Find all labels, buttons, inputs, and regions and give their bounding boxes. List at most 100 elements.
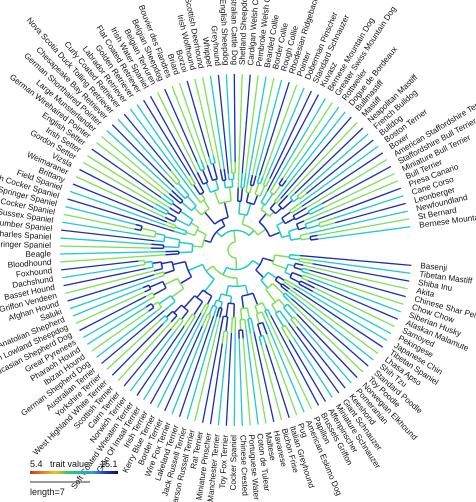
branch-segment (255, 79, 283, 176)
branch-segment (251, 77, 275, 176)
branch-segment (290, 237, 301, 241)
branch-segment (158, 315, 166, 322)
branch-segment (262, 335, 267, 345)
branch-segment (172, 202, 182, 211)
branch-segment (274, 254, 290, 258)
branch-segment (62, 221, 141, 236)
branch-segment (286, 303, 298, 315)
branch-segment (274, 279, 283, 286)
branch-segment (205, 314, 212, 328)
branch-segment (196, 229, 207, 236)
branch-segment (63, 267, 146, 287)
branch-segment (290, 318, 298, 328)
branch-segment (186, 316, 218, 420)
branch-arc (151, 292, 156, 298)
branch-arc (276, 225, 283, 238)
branch-segment (262, 84, 298, 177)
branch-segment (282, 199, 294, 210)
branch-segment (245, 184, 249, 193)
branch-segment (123, 113, 172, 172)
branch-segment (158, 295, 172, 305)
branch-segment (149, 280, 164, 288)
branch-segment (219, 316, 224, 331)
branch-segment (149, 312, 202, 405)
branch-segment (156, 92, 198, 173)
branch-segment (153, 287, 167, 296)
branch-arc (190, 205, 197, 212)
branch-segment (312, 290, 392, 335)
branch-segment (206, 295, 213, 305)
branch-segment (243, 173, 247, 189)
branch-segment (135, 223, 143, 227)
branch-segment (288, 227, 299, 233)
branch-segment (279, 310, 290, 324)
branch-segment (272, 263, 287, 270)
branch-segment (294, 262, 304, 266)
branch-segment (142, 284, 150, 289)
legend-title: trait value (50, 459, 89, 469)
branch-segment (258, 212, 267, 223)
branch-segment (244, 284, 249, 296)
branch-segment (193, 184, 201, 195)
branch-segment (245, 329, 259, 425)
branch-segment (303, 180, 399, 222)
branch-segment (91, 148, 162, 199)
branch-segment (212, 155, 216, 164)
branch-segment (149, 95, 199, 183)
branch-arc (223, 315, 228, 318)
branch-segment (250, 318, 255, 333)
branch-segment (141, 227, 157, 233)
branch-segment (249, 185, 253, 193)
branch-segment (225, 303, 229, 317)
branch-segment (262, 257, 274, 262)
branch-segment (309, 210, 408, 234)
branch-segment (307, 203, 323, 212)
branch-segment (101, 310, 165, 365)
branch-segment (265, 178, 271, 187)
branch-segment (294, 284, 388, 342)
branch-segment (265, 344, 290, 418)
branch-arc (240, 307, 248, 310)
branch-segment (289, 276, 301, 284)
branch-arc (178, 239, 181, 248)
branch-arc (164, 315, 169, 320)
branch-arc (194, 227, 200, 236)
branch-segment (303, 133, 369, 191)
branch-segment (285, 106, 340, 181)
branch-segment (203, 304, 210, 315)
branch-segment (289, 257, 300, 261)
branch-segment (266, 94, 320, 191)
branch-segment (60, 237, 152, 245)
branch-segment (259, 176, 264, 185)
branch-segment (335, 202, 406, 224)
branch-arc (255, 257, 264, 271)
branch-segment (163, 269, 175, 275)
branch-arc (171, 261, 175, 271)
branch-segment (278, 298, 286, 307)
branch-segment (208, 305, 214, 315)
branch-segment (201, 313, 209, 327)
branch-segment (312, 263, 410, 282)
branch-segment (183, 313, 194, 327)
branch-segment (87, 155, 170, 209)
branch-segment (223, 180, 227, 188)
branch-segment (299, 254, 412, 266)
branch-segment (165, 253, 179, 256)
branch-segment (296, 189, 305, 197)
branch-segment (62, 264, 140, 279)
branch-segment (260, 190, 269, 203)
branch-segment (63, 213, 135, 230)
branch-segment (175, 218, 190, 227)
branch-segment (300, 237, 311, 241)
branch-segment (310, 238, 319, 241)
branch-segment (252, 175, 257, 186)
tip-label: Beagle (25, 249, 51, 259)
branch-segment (291, 205, 303, 214)
branch-segment (225, 285, 230, 296)
branch-segment (181, 201, 193, 212)
branch-segment (192, 245, 203, 248)
branch-segment (171, 327, 207, 415)
branch-segment (296, 313, 358, 379)
branch-segment (229, 296, 233, 304)
